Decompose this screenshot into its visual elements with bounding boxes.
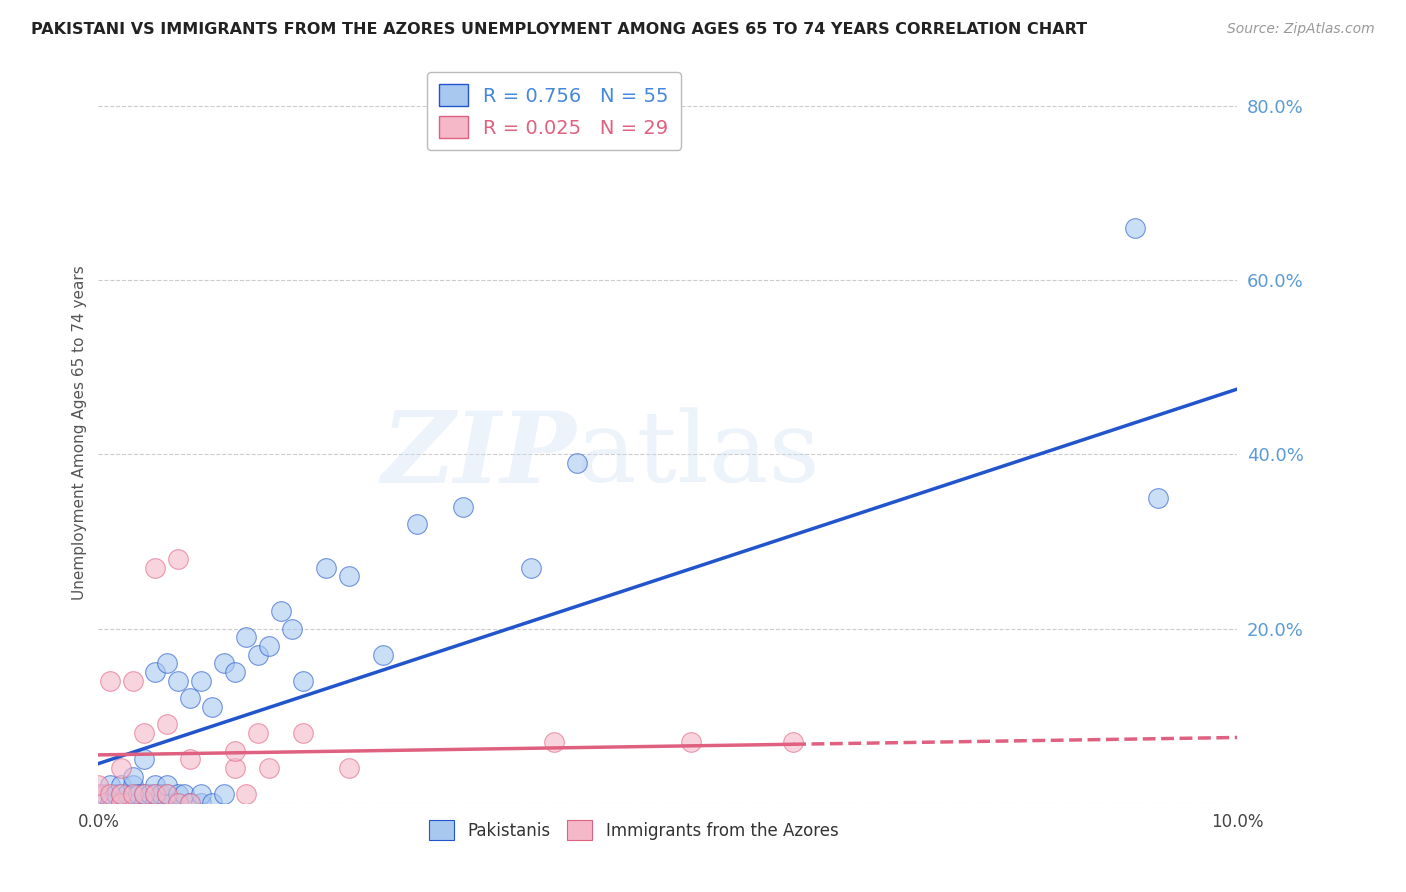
Point <box>156 787 179 801</box>
Point <box>224 743 246 757</box>
Text: ZIP: ZIP <box>382 407 576 503</box>
Point <box>224 761 246 775</box>
Point <box>121 673 143 688</box>
Point <box>110 796 132 810</box>
Point <box>138 787 160 801</box>
Point <box>337 761 360 775</box>
Point <box>145 787 167 801</box>
Point <box>93 787 115 801</box>
Point <box>145 665 167 680</box>
Point <box>1123 221 1146 235</box>
Point <box>224 665 246 680</box>
Point <box>451 500 474 514</box>
Point <box>212 787 235 801</box>
Point <box>246 648 269 662</box>
Point <box>156 657 179 671</box>
Point <box>110 796 132 810</box>
Point <box>315 560 337 574</box>
Point <box>145 560 167 574</box>
Point <box>156 796 179 810</box>
Point <box>179 796 201 810</box>
Point <box>235 630 257 644</box>
Legend: R = 0.756   N = 55, R = 0.025   N = 29: R = 0.756 N = 55, R = 0.025 N = 29 <box>427 72 681 150</box>
Point <box>156 787 179 801</box>
Point <box>121 787 143 801</box>
Point <box>121 778 143 792</box>
Point <box>179 752 201 766</box>
Point <box>1146 491 1168 505</box>
Point <box>132 787 155 801</box>
Point <box>132 752 155 766</box>
Point <box>235 787 257 801</box>
Point <box>565 456 588 470</box>
Point <box>259 761 281 775</box>
Point <box>337 569 360 583</box>
Point <box>190 787 212 801</box>
Point <box>292 726 315 740</box>
Point <box>281 622 304 636</box>
Point <box>190 796 212 810</box>
Point <box>212 657 235 671</box>
Y-axis label: Unemployment Among Ages 65 to 74 years: Unemployment Among Ages 65 to 74 years <box>72 265 87 600</box>
Point <box>132 726 155 740</box>
Point <box>110 787 132 801</box>
Point <box>98 796 121 810</box>
Point <box>167 552 190 566</box>
Point <box>132 787 155 801</box>
Point <box>292 673 315 688</box>
Point <box>167 796 190 810</box>
Point <box>87 778 110 792</box>
Point <box>679 735 702 749</box>
Point <box>167 796 190 810</box>
Point <box>98 778 121 792</box>
Point <box>145 796 167 810</box>
Point <box>246 726 269 740</box>
Point <box>373 648 395 662</box>
Point <box>104 787 127 801</box>
Text: Source: ZipAtlas.com: Source: ZipAtlas.com <box>1227 22 1375 37</box>
Point <box>98 673 121 688</box>
Point <box>121 796 143 810</box>
Point <box>110 761 132 775</box>
Text: PAKISTANI VS IMMIGRANTS FROM THE AZORES UNEMPLOYMENT AMONG AGES 65 TO 74 YEARS C: PAKISTANI VS IMMIGRANTS FROM THE AZORES … <box>31 22 1087 37</box>
Point <box>190 673 212 688</box>
Point <box>201 700 224 714</box>
Point <box>406 517 429 532</box>
Point <box>259 639 281 653</box>
Text: atlas: atlas <box>576 407 820 503</box>
Point <box>110 778 132 792</box>
Point <box>167 673 190 688</box>
Point <box>543 735 565 749</box>
Point <box>179 691 201 706</box>
Point <box>156 778 179 792</box>
Point <box>520 560 543 574</box>
Point <box>132 796 155 810</box>
Point <box>121 787 143 801</box>
Point <box>782 735 804 749</box>
Point <box>87 787 110 801</box>
Point <box>167 787 190 801</box>
Point <box>179 796 201 810</box>
Point <box>121 770 143 784</box>
Point <box>156 717 179 731</box>
Point <box>98 787 121 801</box>
Point <box>150 787 173 801</box>
Point <box>145 787 167 801</box>
Point <box>173 787 195 801</box>
Point <box>110 787 132 801</box>
Point <box>127 787 149 801</box>
Point <box>115 787 138 801</box>
Point <box>270 604 292 618</box>
Point <box>201 796 224 810</box>
Point <box>145 778 167 792</box>
